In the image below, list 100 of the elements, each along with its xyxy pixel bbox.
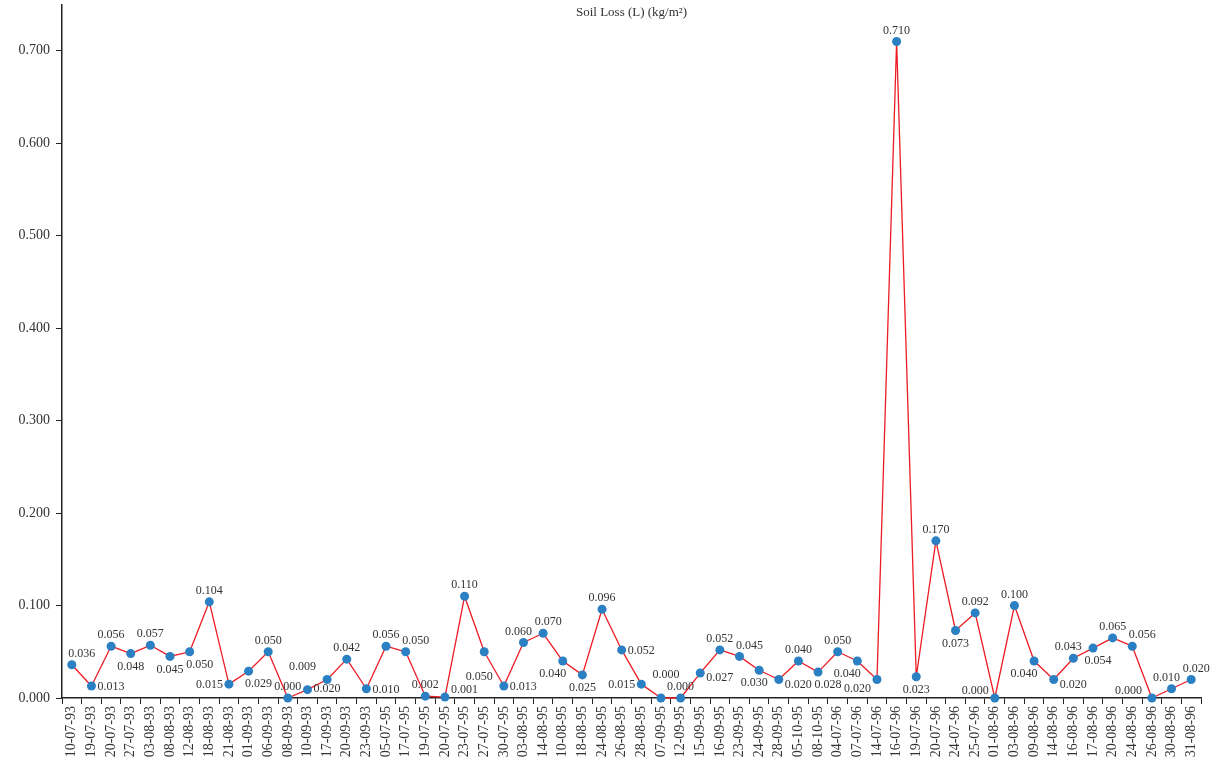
- data-label: 0.045: [156, 661, 184, 676]
- x-tick-label: 05-07-95: [377, 706, 393, 758]
- point: [970, 608, 980, 618]
- point: [67, 660, 77, 670]
- x-tick-label: 17-07-95: [397, 706, 413, 758]
- data-label: 0.170: [922, 521, 950, 536]
- point: [499, 681, 509, 691]
- data-label: 0.025: [568, 680, 596, 695]
- data-label: 0.020: [1182, 660, 1210, 675]
- data-label: 0.000: [652, 667, 680, 682]
- x-tick-label: 31-08-96: [1182, 706, 1198, 758]
- x-tick-label: 01-08-96: [986, 706, 1002, 758]
- data-label: 0.030: [740, 675, 768, 690]
- x-tick-label: 10-08-95: [554, 706, 570, 758]
- point: [244, 666, 254, 676]
- data-label: 0.710: [883, 22, 911, 37]
- point: [1147, 693, 1157, 703]
- point: [518, 638, 528, 648]
- y-tick-label: 0.500: [18, 227, 50, 243]
- point: [656, 693, 666, 703]
- point: [86, 681, 96, 691]
- point: [813, 667, 823, 677]
- data-label: 0.060: [504, 623, 532, 638]
- data-label: 0.092: [961, 594, 989, 609]
- data-label: 0.050: [824, 632, 852, 647]
- point: [931, 536, 941, 546]
- x-tick-label: 16-09-95: [711, 706, 727, 758]
- data-label: 0.065: [1099, 619, 1127, 634]
- point: [695, 668, 705, 678]
- x-tick-label: 26-08-95: [613, 706, 629, 758]
- x-tick-label: 03-08-96: [1006, 706, 1022, 758]
- point: [126, 649, 136, 659]
- x-tick-label: 16-08-96: [1065, 706, 1081, 758]
- point: [302, 685, 312, 695]
- x-tick-label: 30-07-95: [495, 706, 511, 758]
- data-label: 0.001: [450, 682, 478, 697]
- x-tick-label: 12-09-95: [672, 706, 688, 758]
- data-label: 0.020: [784, 676, 812, 691]
- point: [852, 656, 862, 666]
- data-label: 0.015: [195, 677, 223, 692]
- data-label: 0.040: [784, 642, 812, 657]
- data-label: 0.040: [539, 666, 567, 681]
- point: [1068, 653, 1078, 663]
- data-label: 0.070: [534, 614, 562, 629]
- point: [283, 693, 293, 703]
- point: [263, 647, 273, 657]
- point: [165, 651, 175, 661]
- x-tick-label: 28-08-95: [632, 706, 648, 758]
- point: [1186, 675, 1196, 685]
- data-label: 0.056: [97, 627, 125, 642]
- x-tick-label: 30-08-96: [1163, 706, 1179, 758]
- y-tick-label: 0.400: [18, 319, 50, 335]
- x-tick-label: 18-08-95: [574, 706, 590, 758]
- point: [872, 675, 882, 685]
- data-label: 0.020: [313, 680, 341, 695]
- point: [1029, 656, 1039, 666]
- x-tick-label: 20-09-93: [338, 706, 354, 758]
- x-tick-label: 07-07-96: [849, 706, 865, 758]
- point: [715, 645, 725, 655]
- x-tick-label: 08-10-95: [809, 706, 825, 758]
- x-tick-label: 15-09-95: [691, 706, 707, 758]
- y-tick-label: 0.600: [18, 134, 50, 150]
- point: [479, 647, 489, 657]
- x-tick-label: 27-07-95: [475, 706, 491, 758]
- data-label: 0.023: [902, 681, 930, 696]
- point: [381, 641, 391, 651]
- data-label: 0.013: [97, 679, 125, 694]
- x-tick-label: 14-08-95: [534, 706, 550, 758]
- point: [833, 647, 843, 657]
- point: [676, 693, 686, 703]
- point: [322, 675, 332, 685]
- data-label: 0.020: [843, 680, 871, 695]
- data-label: 0.000: [961, 683, 989, 698]
- x-tick-label: 07-09-95: [652, 706, 668, 758]
- data-label: 0.100: [1000, 586, 1028, 601]
- data-label: 0.052: [627, 643, 655, 658]
- data-label: 0.050: [465, 668, 493, 683]
- y-tick-label: 0.200: [18, 504, 50, 520]
- x-tick-label: 24-08-96: [1123, 706, 1139, 758]
- x-tick-label: 27-07-93: [122, 706, 138, 758]
- data-label: 0.104: [195, 582, 223, 597]
- data-label: 0.056: [1128, 627, 1156, 642]
- data-label: 0.043: [1054, 639, 1082, 654]
- data-label: 0.040: [1010, 666, 1038, 681]
- x-tick-label: 17-08-96: [1084, 706, 1100, 758]
- x-tick-label: 28-09-95: [770, 706, 786, 758]
- y-tick-label: 0.300: [18, 412, 50, 428]
- x-tick-label: 19-07-95: [416, 706, 432, 758]
- x-tick-label: 03-08-93: [142, 706, 158, 758]
- data-label: 0.050: [254, 632, 282, 647]
- x-tick-label: 20-07-95: [436, 706, 452, 758]
- point: [342, 654, 352, 664]
- point: [793, 656, 803, 666]
- data-label: 0.045: [736, 637, 764, 652]
- data-label: 0.056: [372, 627, 400, 642]
- x-tick-label: 04-07-96: [829, 706, 845, 758]
- data-label: 0.009: [288, 658, 316, 673]
- data-label: 0.052: [706, 631, 734, 646]
- data-label: 0.015: [608, 677, 636, 692]
- point: [204, 597, 214, 607]
